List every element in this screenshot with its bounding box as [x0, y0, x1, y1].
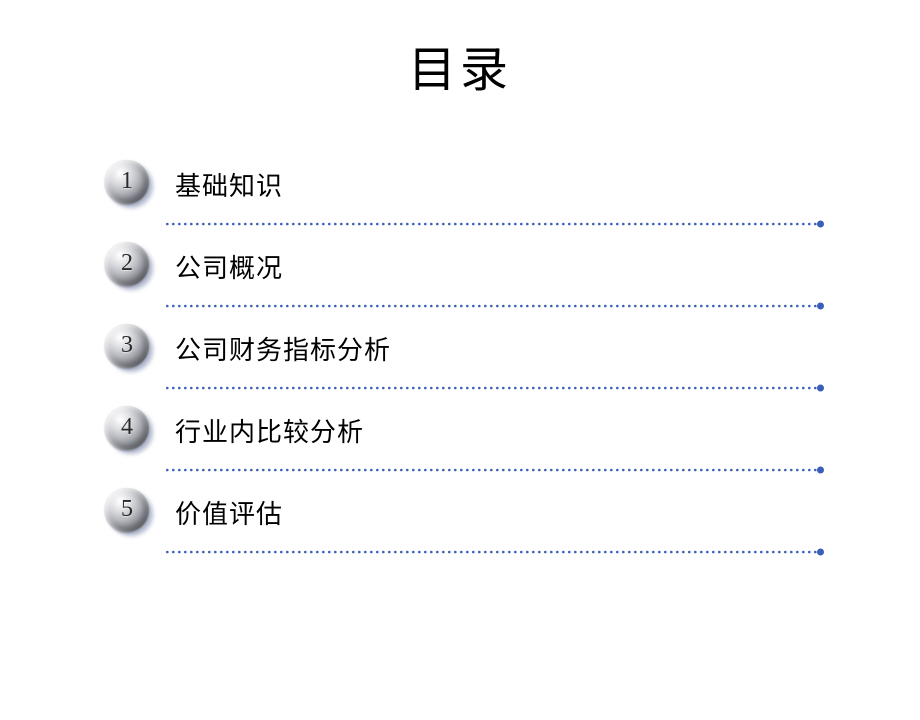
dotted-divider — [165, 384, 825, 392]
numbered-bullet-icon: 2 — [105, 242, 149, 286]
table-of-contents: 1 基础知识 2 公司概况 3 公司财务指标分析 4 — [105, 160, 825, 570]
dotted-divider — [165, 548, 825, 556]
bullet-number: 4 — [121, 414, 133, 441]
bullet-number: 1 — [121, 168, 133, 195]
bullet-wrapper: 3 — [105, 324, 153, 372]
toc-item: 1 基础知识 — [105, 160, 825, 242]
bullet-number: 2 — [121, 250, 133, 277]
dotted-divider — [165, 302, 825, 310]
bullet-number: 3 — [121, 332, 133, 359]
toc-item: 5 价值评估 — [105, 488, 825, 570]
toc-item: 2 公司概况 — [105, 242, 825, 324]
toc-item-label: 基础知识 — [175, 166, 283, 203]
toc-item-label: 公司概况 — [175, 248, 283, 285]
bullet-wrapper: 4 — [105, 406, 153, 454]
toc-item-label: 公司财务指标分析 — [175, 330, 391, 367]
toc-item-label: 行业内比较分析 — [175, 412, 364, 449]
numbered-bullet-icon: 3 — [105, 324, 149, 368]
dotted-divider — [165, 466, 825, 474]
toc-item: 4 行业内比较分析 — [105, 406, 825, 488]
numbered-bullet-icon: 4 — [105, 406, 149, 450]
bullet-wrapper: 2 — [105, 242, 153, 290]
bullet-wrapper: 1 — [105, 160, 153, 208]
bullet-wrapper: 5 — [105, 488, 153, 536]
toc-item-label: 价值评估 — [175, 494, 283, 531]
numbered-bullet-icon: 1 — [105, 160, 149, 204]
dotted-divider — [165, 220, 825, 228]
toc-item: 3 公司财务指标分析 — [105, 324, 825, 406]
slide-title: 目录 — [0, 30, 920, 100]
numbered-bullet-icon: 5 — [105, 488, 149, 532]
bullet-number: 5 — [121, 496, 133, 523]
